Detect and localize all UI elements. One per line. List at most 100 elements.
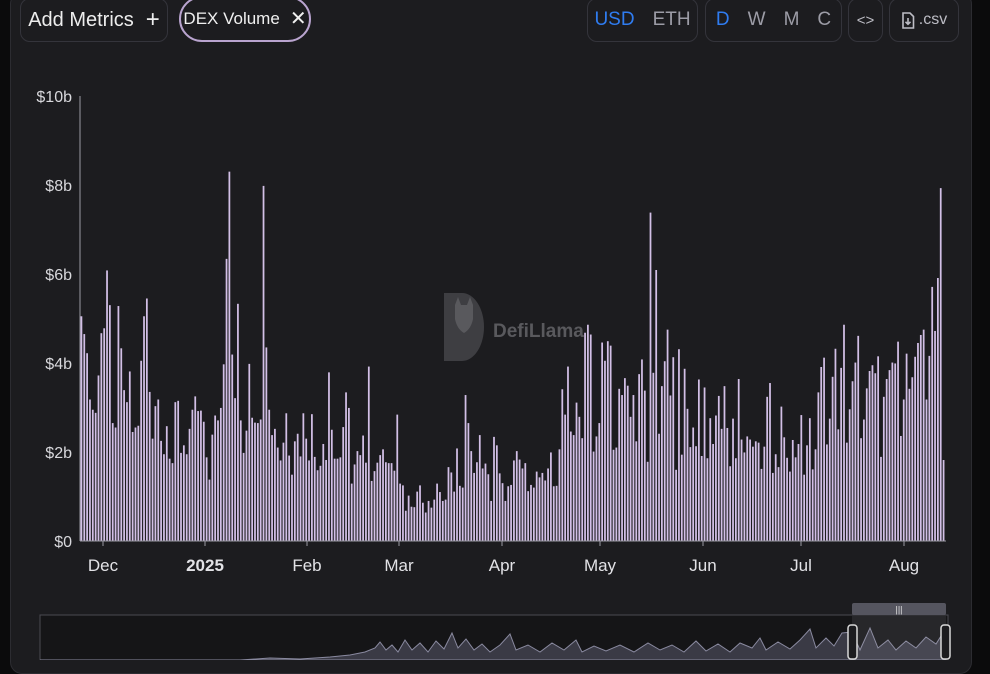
volume-bar[interactable] xyxy=(689,447,692,541)
volume-bar[interactable] xyxy=(908,388,911,541)
volume-bar[interactable] xyxy=(510,484,512,541)
volume-bar[interactable] xyxy=(402,485,404,542)
period-monthly[interactable]: M xyxy=(783,9,800,30)
volume-bar[interactable] xyxy=(695,446,697,541)
volume-bar[interactable] xyxy=(424,512,427,541)
volume-bar[interactable] xyxy=(612,449,615,541)
volume-bar[interactable] xyxy=(783,437,786,541)
volume-bar[interactable] xyxy=(541,472,544,541)
volume-bar[interactable] xyxy=(194,396,197,542)
range-navigator-scrollbar[interactable] xyxy=(852,603,946,615)
volume-bar[interactable] xyxy=(245,430,248,541)
volume-bar[interactable] xyxy=(757,442,760,541)
volume-bar[interactable] xyxy=(675,469,677,541)
volume-bar[interactable] xyxy=(123,390,125,541)
volume-bar[interactable] xyxy=(575,402,578,541)
volume-bar[interactable] xyxy=(811,469,814,541)
volume-bar[interactable] xyxy=(279,460,282,541)
volume-bar[interactable] xyxy=(140,360,143,541)
volume-bar[interactable] xyxy=(413,507,416,541)
volume-bar[interactable] xyxy=(316,470,319,541)
volume-bar[interactable] xyxy=(200,410,202,541)
volume-bar[interactable] xyxy=(262,185,265,541)
volume-bar[interactable] xyxy=(587,324,589,541)
volume-bar[interactable] xyxy=(891,362,894,541)
volume-bar[interactable] xyxy=(925,399,928,541)
volume-bar[interactable] xyxy=(777,467,780,541)
volume-bar[interactable] xyxy=(919,334,922,541)
volume-bar[interactable] xyxy=(535,471,538,541)
volume-bar[interactable] xyxy=(712,443,714,541)
volume-bar[interactable] xyxy=(686,408,689,541)
volume-bar[interactable] xyxy=(222,364,225,541)
volume-bar[interactable] xyxy=(914,356,916,541)
volume-bar[interactable] xyxy=(692,427,695,541)
volume-bar[interactable] xyxy=(234,398,236,541)
volume-bar[interactable] xyxy=(791,439,794,541)
volume-bar[interactable] xyxy=(632,395,635,541)
volume-bar[interactable] xyxy=(180,452,182,541)
volume-bar[interactable] xyxy=(473,472,475,541)
volume-bar[interactable] xyxy=(581,438,584,541)
volume-bar[interactable] xyxy=(89,399,91,541)
volume-bar[interactable] xyxy=(507,486,510,541)
volume-bar[interactable] xyxy=(572,435,575,541)
volume-bar[interactable] xyxy=(373,471,376,541)
volume-bar[interactable] xyxy=(219,407,222,541)
volume-bar[interactable] xyxy=(567,366,569,541)
volume-bar[interactable] xyxy=(771,472,774,541)
volume-bar[interactable] xyxy=(205,457,208,541)
volume-bar[interactable] xyxy=(239,420,242,541)
volume-bar[interactable] xyxy=(163,454,165,541)
volume-bar[interactable] xyxy=(683,368,686,541)
volume-bar[interactable] xyxy=(217,420,219,541)
volume-bar[interactable] xyxy=(91,409,94,541)
volume-bar[interactable] xyxy=(404,510,407,541)
volume-bar[interactable] xyxy=(134,427,137,541)
volume-bar[interactable] xyxy=(376,462,379,541)
volume-bar[interactable] xyxy=(723,386,726,541)
volume-bar[interactable] xyxy=(94,412,97,541)
volume-bar[interactable] xyxy=(276,447,279,541)
volume-bar[interactable] xyxy=(501,483,504,541)
volume-bar[interactable] xyxy=(515,451,518,541)
volume-bar[interactable] xyxy=(655,270,658,541)
volume-bar[interactable] xyxy=(561,389,564,541)
volume-bar[interactable] xyxy=(108,305,111,541)
volume-bar[interactable] xyxy=(851,381,854,541)
volume-bar[interactable] xyxy=(421,502,424,541)
volume-bar[interactable] xyxy=(789,471,791,541)
volume-bar[interactable] xyxy=(461,487,464,541)
volume-bar[interactable] xyxy=(259,419,262,541)
volume-bar[interactable] xyxy=(274,428,276,541)
volume-bar[interactable] xyxy=(769,383,771,541)
volume-bar[interactable] xyxy=(661,386,663,541)
volume-bar[interactable] xyxy=(308,460,310,541)
volume-bar[interactable] xyxy=(330,429,333,541)
close-icon[interactable]: ✕ xyxy=(289,8,307,30)
download-csv-button[interactable]: .csv xyxy=(889,0,959,42)
volume-bar[interactable] xyxy=(325,460,327,541)
volume-bar[interactable] xyxy=(726,427,729,541)
volume-bar[interactable] xyxy=(282,442,285,541)
volume-bar[interactable] xyxy=(396,414,399,541)
volume-bar[interactable] xyxy=(97,375,100,541)
volume-bar[interactable] xyxy=(544,480,547,541)
volume-bar[interactable] xyxy=(857,335,860,541)
volume-bar[interactable] xyxy=(305,438,308,541)
volume-bar[interactable] xyxy=(365,462,367,541)
volume-bar[interactable] xyxy=(800,415,803,541)
volume-bar[interactable] xyxy=(165,426,168,541)
volume-bar[interactable] xyxy=(774,454,777,541)
volume-bar[interactable] xyxy=(293,441,296,541)
volume-bar[interactable] xyxy=(868,371,871,541)
volume-bar[interactable] xyxy=(740,439,743,541)
volume-bar[interactable] xyxy=(888,370,891,541)
volume-bar[interactable] xyxy=(313,456,316,541)
volume-bar[interactable] xyxy=(732,418,734,542)
volume-bar[interactable] xyxy=(703,387,706,541)
volume-bar[interactable] xyxy=(225,258,228,541)
range-handle-right[interactable] xyxy=(940,624,951,660)
period-cumulative[interactable]: C xyxy=(817,9,832,30)
volume-bar[interactable] xyxy=(598,423,601,541)
